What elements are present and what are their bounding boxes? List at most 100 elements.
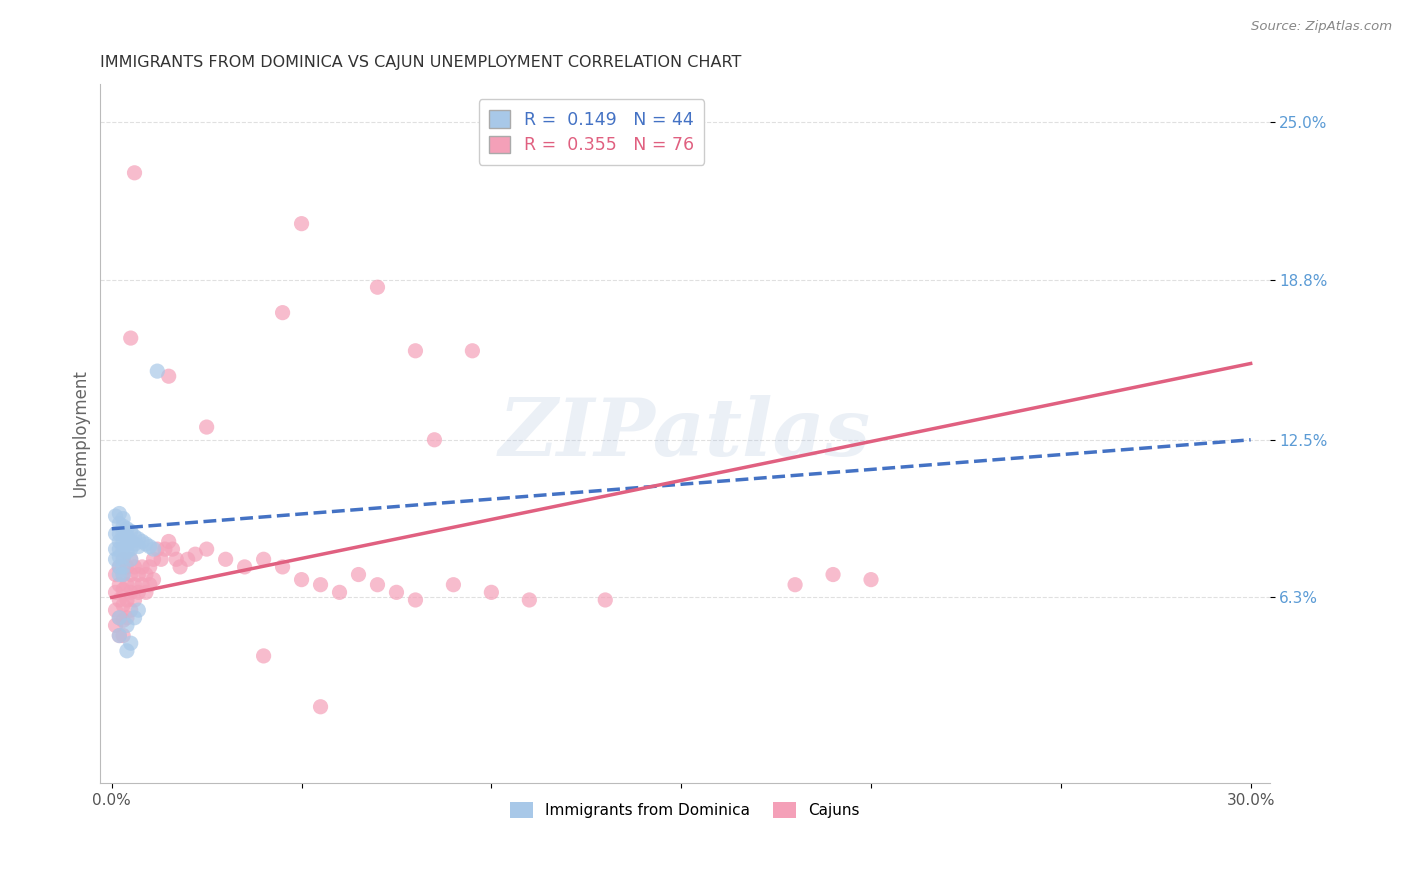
Point: [124, 560, 146, 574]
Point: [120, 552, 142, 566]
Point: [176, 552, 198, 566]
Point: [108, 629, 131, 643]
Point: [112, 567, 135, 582]
Point: [135, 585, 157, 599]
Point: [108, 516, 131, 531]
Legend: Immigrants from Dominica, Cajuns: Immigrants from Dominica, Cajuns: [503, 797, 866, 824]
Point: [104, 509, 127, 524]
Point: [153, 542, 176, 557]
Point: [120, 524, 142, 539]
Point: [115, 537, 138, 551]
Point: [366, 578, 388, 592]
Point: [120, 636, 142, 650]
Point: [404, 593, 426, 607]
Point: [162, 542, 184, 557]
Point: [120, 331, 142, 345]
Point: [290, 217, 312, 231]
Point: [142, 573, 165, 587]
Point: [112, 629, 135, 643]
Point: [115, 560, 138, 574]
Point: [859, 573, 882, 587]
Point: [252, 648, 274, 663]
Point: [115, 544, 138, 558]
Text: Source: ZipAtlas.com: Source: ZipAtlas.com: [1251, 20, 1392, 33]
Point: [108, 593, 131, 607]
Point: [328, 585, 350, 599]
Point: [120, 585, 142, 599]
Point: [108, 534, 131, 549]
Point: [112, 526, 135, 541]
Point: [142, 542, 165, 557]
Point: [157, 534, 180, 549]
Point: [112, 613, 135, 627]
Point: [142, 552, 165, 566]
Point: [404, 343, 426, 358]
Point: [112, 582, 135, 597]
Point: [104, 552, 127, 566]
Point: [252, 552, 274, 566]
Point: [135, 567, 157, 582]
Point: [124, 593, 146, 607]
Point: [135, 537, 157, 551]
Point: [517, 593, 540, 607]
Y-axis label: Unemployment: Unemployment: [72, 369, 89, 498]
Point: [127, 532, 149, 546]
Point: [108, 526, 131, 541]
Point: [138, 578, 160, 592]
Text: IMMIGRANTS FROM DOMINICA VS CAJUN UNEMPLOYMENT CORRELATION CHART: IMMIGRANTS FROM DOMINICA VS CAJUN UNEMPL…: [100, 55, 742, 70]
Point: [169, 560, 191, 574]
Point: [138, 540, 160, 554]
Point: [115, 578, 138, 592]
Point: [112, 534, 135, 549]
Point: [150, 552, 173, 566]
Point: [165, 552, 187, 566]
Point: [112, 511, 135, 525]
Point: [479, 585, 502, 599]
Point: [104, 618, 127, 632]
Point: [104, 526, 127, 541]
Point: [108, 611, 131, 625]
Point: [366, 280, 388, 294]
Point: [593, 593, 616, 607]
Point: [195, 420, 218, 434]
Point: [120, 567, 142, 582]
Point: [104, 542, 127, 557]
Point: [423, 433, 446, 447]
Point: [120, 542, 142, 557]
Point: [783, 578, 806, 592]
Point: [157, 369, 180, 384]
Point: [104, 603, 127, 617]
Point: [112, 560, 135, 574]
Point: [385, 585, 408, 599]
Point: [124, 166, 146, 180]
Point: [112, 519, 135, 533]
Point: [124, 578, 146, 592]
Point: [146, 542, 169, 557]
Point: [112, 552, 135, 566]
Point: [127, 585, 149, 599]
Point: [271, 560, 294, 574]
Point: [131, 578, 153, 592]
Point: [108, 560, 131, 574]
Point: [115, 644, 138, 658]
Point: [108, 567, 131, 582]
Point: [184, 547, 207, 561]
Point: [112, 567, 135, 582]
Point: [214, 552, 236, 566]
Point: [115, 529, 138, 543]
Point: [441, 578, 464, 592]
Point: [108, 549, 131, 564]
Point: [233, 560, 256, 574]
Point: [108, 507, 131, 521]
Point: [146, 364, 169, 378]
Point: [131, 534, 153, 549]
Point: [271, 306, 294, 320]
Point: [108, 578, 131, 592]
Point: [309, 578, 332, 592]
Point: [115, 611, 138, 625]
Point: [120, 552, 142, 566]
Point: [821, 567, 844, 582]
Point: [115, 593, 138, 607]
Point: [112, 598, 135, 612]
Point: [112, 542, 135, 557]
